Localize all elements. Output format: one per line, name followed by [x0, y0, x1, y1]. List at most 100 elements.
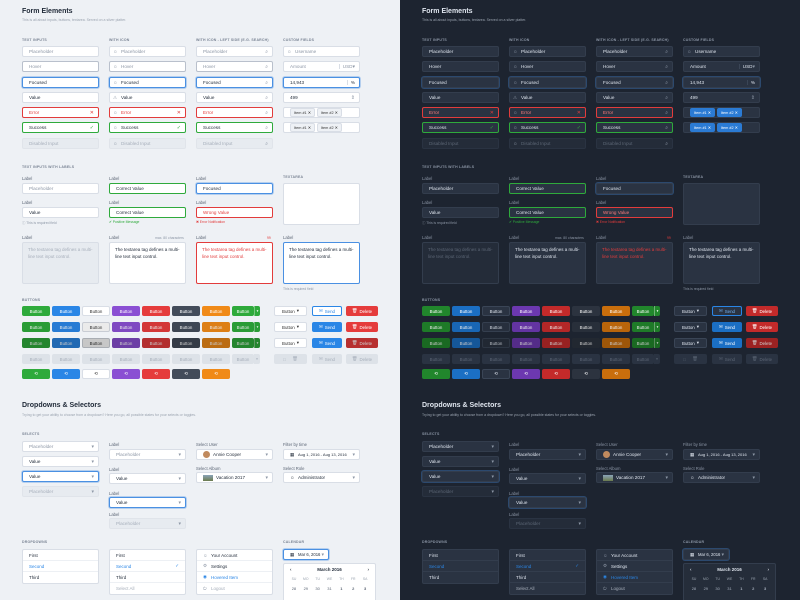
chevron-down-icon[interactable]: ▾ — [654, 338, 660, 348]
chevron-down-icon[interactable]: ▾ — [254, 338, 260, 348]
dropdown-item[interactable]: Third — [510, 572, 585, 583]
menu-item-hovered[interactable]: ◉ Hovered Item — [197, 572, 272, 583]
icon-input-placeholder[interactable]: ☺ Placeholder — [509, 46, 586, 57]
button-green[interactable]: Button — [422, 306, 450, 316]
text-input-placeholder[interactable]: Placeholder — [22, 46, 99, 57]
loading-spinner-button[interactable]: ⟲ — [542, 369, 570, 379]
button-dark[interactable]: Button — [572, 306, 600, 316]
amount-input[interactable]: Amount USD ▾ — [283, 61, 360, 72]
stepper-arrows-icon[interactable]: ⇕ — [350, 94, 355, 101]
send-button[interactable]: ✉ Send — [312, 338, 342, 348]
button-white-split[interactable]: Button ▾ — [274, 338, 307, 348]
button-orange[interactable]: Button — [202, 322, 230, 332]
role-select[interactable]: ☺ Administrator ▾ — [283, 472, 360, 483]
loading-spinner-button[interactable]: ⟲ — [82, 369, 110, 379]
textarea-value[interactable]: The textarea tag defines a multi-line te… — [109, 242, 186, 284]
dropdown-item-select-all[interactable]: Select All — [516, 586, 535, 591]
tag-item[interactable]: Item #2 ✕ — [316, 123, 342, 132]
loading-spinner-button[interactable]: ⟲ — [22, 369, 50, 379]
labeled-input-value[interactable]: Value — [22, 207, 99, 218]
button-blue[interactable]: Button — [52, 306, 80, 316]
textarea-error[interactable]: The textarea tag defines a multi-line te… — [196, 242, 273, 284]
loading-spinner-button[interactable]: ⟲ — [202, 369, 230, 379]
dropdown-item-selected[interactable]: Second ✓ — [510, 561, 585, 572]
send-button[interactable]: ✉ Send — [312, 322, 342, 332]
button-white-split[interactable]: Button ▾ — [674, 338, 707, 348]
tag-item[interactable]: Item #1 ✕ — [690, 123, 715, 132]
textarea-placeholder[interactable] — [283, 183, 360, 225]
chevron-down-icon[interactable]: ▾ — [654, 306, 660, 316]
textarea-error[interactable]: The textarea tag defines a multi-line te… — [596, 242, 673, 284]
button-purple[interactable]: Button — [112, 306, 140, 316]
icon-input-placeholder[interactable]: ☺ Placeholder — [109, 46, 186, 57]
labeled-select-value[interactable]: Value ▾ — [109, 473, 186, 484]
chevron-down-icon[interactable]: ▾ — [654, 322, 660, 332]
search-input-focused[interactable]: Focused ⌕ — [196, 77, 273, 88]
button-white[interactable]: Button — [482, 338, 510, 348]
select-focused[interactable]: Value ▾ — [22, 471, 99, 482]
calendar-day[interactable]: 29 — [703, 586, 709, 591]
search-input-hover[interactable]: Hover ⌕ — [196, 61, 273, 72]
button-white-split[interactable]: Button ▾ — [674, 322, 707, 332]
prev-month-icon[interactable]: ‹ — [290, 567, 292, 572]
labeled-input-focused[interactable]: Focused — [196, 183, 273, 194]
button-dark[interactable]: Button — [172, 322, 200, 332]
stepper-arrows-icon[interactable]: ⇕ — [750, 94, 755, 101]
date-range-select[interactable]: ▦ Aug 1, 2016 - Aug 13, 2016 ▾ — [283, 449, 360, 460]
calendar-day[interactable]: 31 — [727, 586, 732, 591]
icon-input-value[interactable]: ⚠ Value — [109, 92, 186, 103]
button-green-split[interactable]: Button — [632, 322, 654, 332]
send-button[interactable]: ✉ Send — [712, 306, 742, 316]
search-input-success[interactable]: Success ⌕ — [196, 122, 273, 133]
prev-month-icon[interactable]: ‹ — [690, 567, 692, 572]
number-input[interactable]: 14,943% — [683, 77, 760, 88]
text-input-value[interactable]: Value — [422, 92, 499, 103]
next-month-icon[interactable]: › — [767, 567, 769, 572]
button-red[interactable]: Button — [542, 338, 570, 348]
dropdown-item-selected[interactable]: Second ✓ — [110, 561, 185, 572]
tag-item[interactable]: Item #1 ✕ — [290, 108, 315, 117]
button-white[interactable]: Button — [82, 306, 110, 316]
tag-input[interactable]: Item #1 ✕ Item #2 ✕ — [683, 122, 760, 133]
loading-spinner-button[interactable]: ⟲ — [422, 369, 450, 379]
calendar-day[interactable]: 1 — [740, 586, 743, 591]
button-white[interactable]: Button — [82, 338, 110, 348]
date-input[interactable]: ▦ Mar 6, 2016 ▾ — [283, 549, 329, 560]
labeled-select-placeholder[interactable]: Placeholder ▾ — [109, 449, 186, 460]
button-green-split[interactable]: Button — [232, 322, 254, 332]
username-input[interactable]: ☺ Username — [283, 46, 360, 57]
button-green-split[interactable]: Button — [632, 338, 654, 348]
dropdown-item[interactable]: Third — [110, 572, 185, 583]
button-dark[interactable]: Button — [172, 338, 200, 348]
search-input-success[interactable]: Success ⌕ — [596, 122, 673, 133]
button-green-split[interactable]: Button — [632, 306, 654, 316]
button-green-split[interactable]: Button — [232, 306, 254, 316]
loading-spinner-button[interactable]: ⟲ — [172, 369, 200, 379]
dropdown-item-select-all[interactable]: Select All — [116, 586, 135, 591]
textarea-value[interactable]: The textarea tag defines a multi-line te… — [509, 242, 586, 284]
select-value[interactable]: Value ▾ — [22, 456, 99, 467]
button-dark[interactable]: Button — [172, 306, 200, 316]
menu-item-logout[interactable]: ⏻ Logout — [603, 586, 625, 591]
icon-input-success[interactable]: ☺ Success ✓ — [109, 122, 186, 133]
dropdown-item[interactable]: First — [110, 550, 185, 561]
delete-button[interactable]: 🗑 Delete — [346, 306, 378, 316]
delete-button[interactable]: 🗑 Delete — [746, 338, 778, 348]
text-input-hover[interactable]: Hover — [22, 61, 99, 72]
chevron-down-icon[interactable]: ▾ — [254, 322, 260, 332]
search-input-placeholder[interactable]: Placeholder ⌕ — [196, 46, 273, 57]
dropdown-item-active[interactable]: Second — [423, 561, 498, 572]
quantity-stepper[interactable]: 499 ⇕ — [283, 92, 360, 103]
button-white[interactable]: Button — [482, 306, 510, 316]
album-select[interactable]: Vacation 2017 ▾ — [596, 472, 673, 483]
next-month-icon[interactable]: › — [367, 567, 369, 572]
button-purple[interactable]: Button — [512, 306, 540, 316]
button-white-split[interactable]: Button ▾ — [674, 306, 707, 316]
search-input-hover[interactable]: Hover ⌕ — [596, 61, 673, 72]
calendar-day[interactable]: 28 — [291, 586, 297, 591]
button-white[interactable]: Button — [482, 322, 510, 332]
button-dark[interactable]: Button — [572, 322, 600, 332]
loading-spinner-button[interactable]: ⟲ — [572, 369, 600, 379]
button-red[interactable]: Button — [542, 322, 570, 332]
icon-input-hover[interactable]: ☺ Hover — [109, 61, 186, 72]
